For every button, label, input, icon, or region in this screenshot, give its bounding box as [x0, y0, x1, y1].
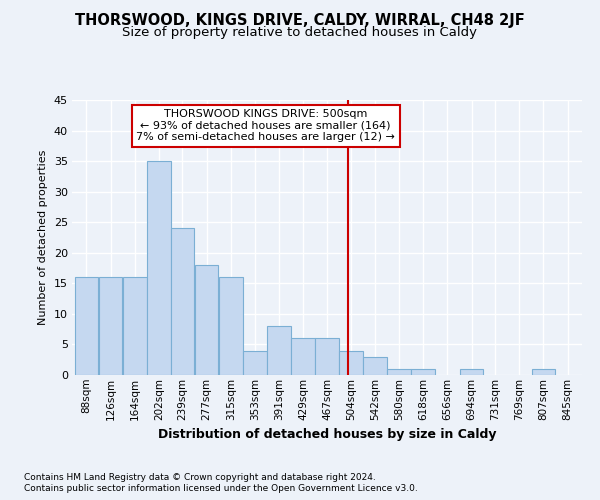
Text: THORSWOOD, KINGS DRIVE, CALDY, WIRRAL, CH48 2JF: THORSWOOD, KINGS DRIVE, CALDY, WIRRAL, C… [75, 12, 525, 28]
Bar [99, 277, 122, 375]
Bar [292, 338, 315, 375]
Bar [243, 350, 267, 375]
Text: THORSWOOD KINGS DRIVE: 500sqm
← 93% of detached houses are smaller (164)
7% of s: THORSWOOD KINGS DRIVE: 500sqm ← 93% of d… [136, 109, 395, 142]
Bar [170, 228, 194, 375]
Text: Contains public sector information licensed under the Open Government Licence v3: Contains public sector information licen… [24, 484, 418, 493]
X-axis label: Distribution of detached houses by size in Caldy: Distribution of detached houses by size … [158, 428, 496, 441]
Text: Size of property relative to detached houses in Caldy: Size of property relative to detached ho… [122, 26, 478, 39]
Bar [219, 277, 242, 375]
Bar [123, 277, 146, 375]
Bar [363, 356, 387, 375]
Bar [74, 277, 98, 375]
Y-axis label: Number of detached properties: Number of detached properties [38, 150, 48, 325]
Bar [316, 338, 339, 375]
Bar [460, 369, 484, 375]
Text: Contains HM Land Registry data © Crown copyright and database right 2024.: Contains HM Land Registry data © Crown c… [24, 472, 376, 482]
Bar [147, 161, 171, 375]
Bar [339, 350, 362, 375]
Bar [195, 265, 218, 375]
Bar [267, 326, 291, 375]
Bar [387, 369, 411, 375]
Bar [532, 369, 555, 375]
Bar [412, 369, 435, 375]
